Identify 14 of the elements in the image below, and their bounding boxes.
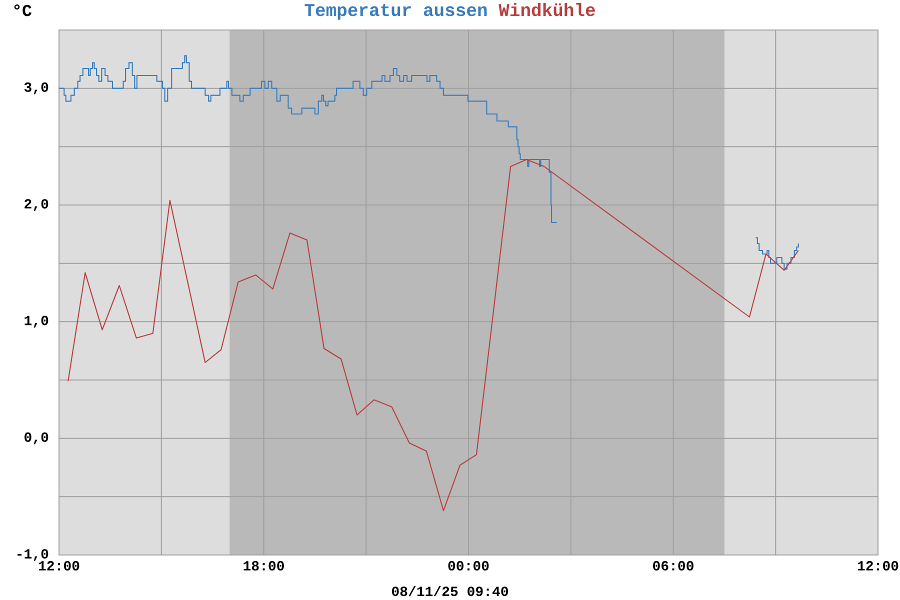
y-tick-label: -1,0 [18, 549, 48, 561]
x-tick-label: 12:00 [858, 561, 898, 571]
text: Windkühle [498, 2, 595, 16]
text: Temperatur aussen [304, 4, 487, 20]
y-axis-title: °C [14, 4, 32, 16]
x-tick-label: 12:00 [38, 561, 80, 571]
y-tick-label: 1,0 [24, 316, 48, 328]
x-tick-label: 18:00 [244, 561, 284, 571]
y-tick-label: 0,0 [24, 432, 48, 444]
y-tick-label: 2,0 [24, 199, 48, 211]
text: 08/11/25 09:40 [392, 586, 508, 596]
y-tick-label: 3,0 [24, 82, 48, 94]
x-tick-label: 06:00 [653, 561, 694, 571]
x-tick-label: 00:00 [448, 561, 489, 571]
